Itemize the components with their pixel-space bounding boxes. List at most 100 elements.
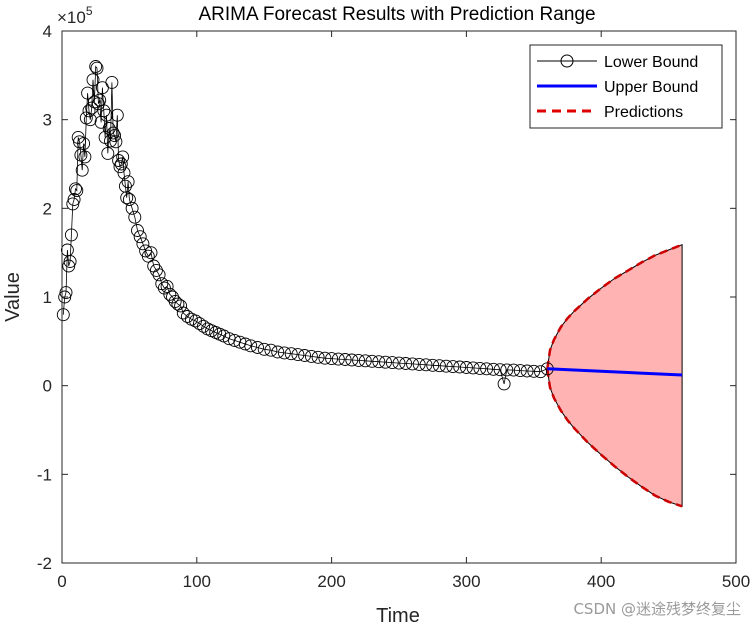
legend-marker-lower-bound	[560, 54, 574, 68]
lower-bound-point	[197, 319, 210, 333]
lower-bound-point	[113, 160, 127, 174]
lower-bound-point	[85, 101, 99, 115]
lower-bound-point	[426, 358, 440, 372]
lower-bound-point	[284, 347, 298, 361]
lower-bound-point	[311, 350, 325, 364]
lower-bound-point	[412, 357, 426, 371]
lower-bound-point	[110, 108, 124, 122]
lower-bound-point	[108, 129, 122, 143]
y-tick-label: -2	[37, 554, 52, 573]
lower-bound-point	[497, 377, 511, 391]
lower-bound-point	[75, 163, 89, 177]
lower-bound-point	[277, 346, 291, 360]
lower-bound-point	[352, 353, 366, 367]
axis-ticks: 0 100 200 300 400 500 -2 -1 0 1 2 3 4	[37, 22, 750, 591]
lower-bound-point	[392, 356, 406, 370]
y-tick-label: 3	[43, 111, 52, 130]
lower-bound-point	[486, 362, 500, 376]
lower-bound-point	[527, 364, 541, 378]
legend-item-lower-bound: Lower Bound	[537, 54, 698, 71]
lower-bound-point	[77, 137, 91, 151]
lower-bound-point	[459, 361, 473, 374]
lower-bound-point	[160, 279, 174, 293]
lower-bound-point	[251, 341, 264, 354]
legend-label-upper-bound: Upper Bound	[604, 79, 698, 96]
lower-bound-point	[345, 353, 359, 367]
lower-bound-point	[69, 182, 82, 196]
lower-bound-point	[331, 352, 345, 366]
lower-bound-point	[105, 75, 119, 89]
lower-bound-point	[379, 355, 392, 369]
lower-bound-point	[152, 268, 166, 282]
lower-bound-point	[238, 337, 252, 351]
lower-bound-point	[513, 364, 527, 378]
lower-bound-point	[97, 104, 111, 118]
lower-bound-point	[453, 360, 467, 374]
lower-bound-point	[304, 349, 318, 363]
x-tick-label: 400	[587, 572, 615, 591]
lower-bound-point	[78, 150, 92, 164]
lower-bound-point	[120, 191, 134, 205]
lower-bound-point	[102, 122, 116, 135]
lower-bound-point	[507, 363, 521, 377]
lower-bound-point	[64, 228, 78, 242]
lower-bound-point	[70, 184, 84, 198]
lower-bound-point	[520, 364, 534, 378]
y-exponent-label: ×105	[57, 4, 93, 27]
lower-bound-point	[291, 348, 305, 362]
lower-bound-point	[131, 224, 144, 237]
lower-bound-point	[121, 175, 135, 189]
lower-bound-point	[244, 339, 258, 353]
lower-bound-point	[399, 357, 413, 370]
lower-bound-point	[100, 108, 113, 122]
lower-bound-point	[149, 263, 163, 277]
lower-bound-line	[62, 65, 548, 385]
lower-bound-point	[338, 353, 352, 366]
lower-bound-point	[385, 356, 399, 370]
watermark: CSDN @迷途残梦终复尘	[573, 600, 741, 618]
x-tick-label: 200	[317, 572, 345, 591]
x-tick-label: 100	[183, 572, 211, 591]
lower-bound-point	[81, 86, 95, 100]
lower-bound-point	[325, 352, 339, 366]
lower-bound-point	[109, 135, 123, 149]
lower-bound-point	[500, 363, 514, 377]
lower-bound-point	[116, 150, 130, 164]
lower-bound-point	[86, 73, 100, 87]
lower-bound-point	[114, 157, 128, 171]
lower-bound-point	[365, 354, 379, 368]
lower-bound-point	[106, 126, 120, 140]
lower-bound-point	[90, 61, 104, 75]
y-exponent-power: 5	[86, 4, 93, 18]
x-tick-label: 0	[57, 572, 66, 591]
lower-bound-point	[63, 255, 77, 268]
lower-bound-point	[141, 249, 155, 263]
x-axis-title: Time	[376, 605, 420, 627]
lower-bound-point	[318, 351, 332, 365]
lower-bound-point	[264, 343, 278, 357]
legend: Lower Bound Upper Bound Predictions	[529, 44, 723, 129]
y-axis-title: Value	[2, 272, 24, 322]
lower-bound-point	[257, 342, 271, 356]
lower-bound-point	[406, 357, 419, 371]
lower-bound-point	[133, 230, 147, 244]
y-tick-label: 0	[43, 377, 52, 396]
plot-area	[56, 60, 683, 508]
legend-label-lower-bound: Lower Bound	[604, 54, 698, 71]
y-tick-label: 1	[43, 288, 52, 307]
y-tick-label: 4	[43, 22, 52, 41]
lower-bound-point	[473, 361, 487, 375]
lower-bound-point	[446, 360, 460, 374]
predictions-upper-line	[546, 243, 683, 369]
lower-bound-point	[136, 237, 150, 251]
lower-bound-point	[419, 358, 433, 372]
lower-bound-point	[534, 365, 547, 379]
lower-bound-point	[466, 361, 480, 375]
lower-bound-point	[67, 193, 81, 206]
lower-bound-point	[56, 308, 70, 322]
lower-bound-point	[144, 246, 158, 260]
lower-bound-point	[432, 359, 446, 373]
y-tick-label: 2	[43, 199, 52, 218]
legend-item-predictions: Predictions	[537, 104, 683, 121]
